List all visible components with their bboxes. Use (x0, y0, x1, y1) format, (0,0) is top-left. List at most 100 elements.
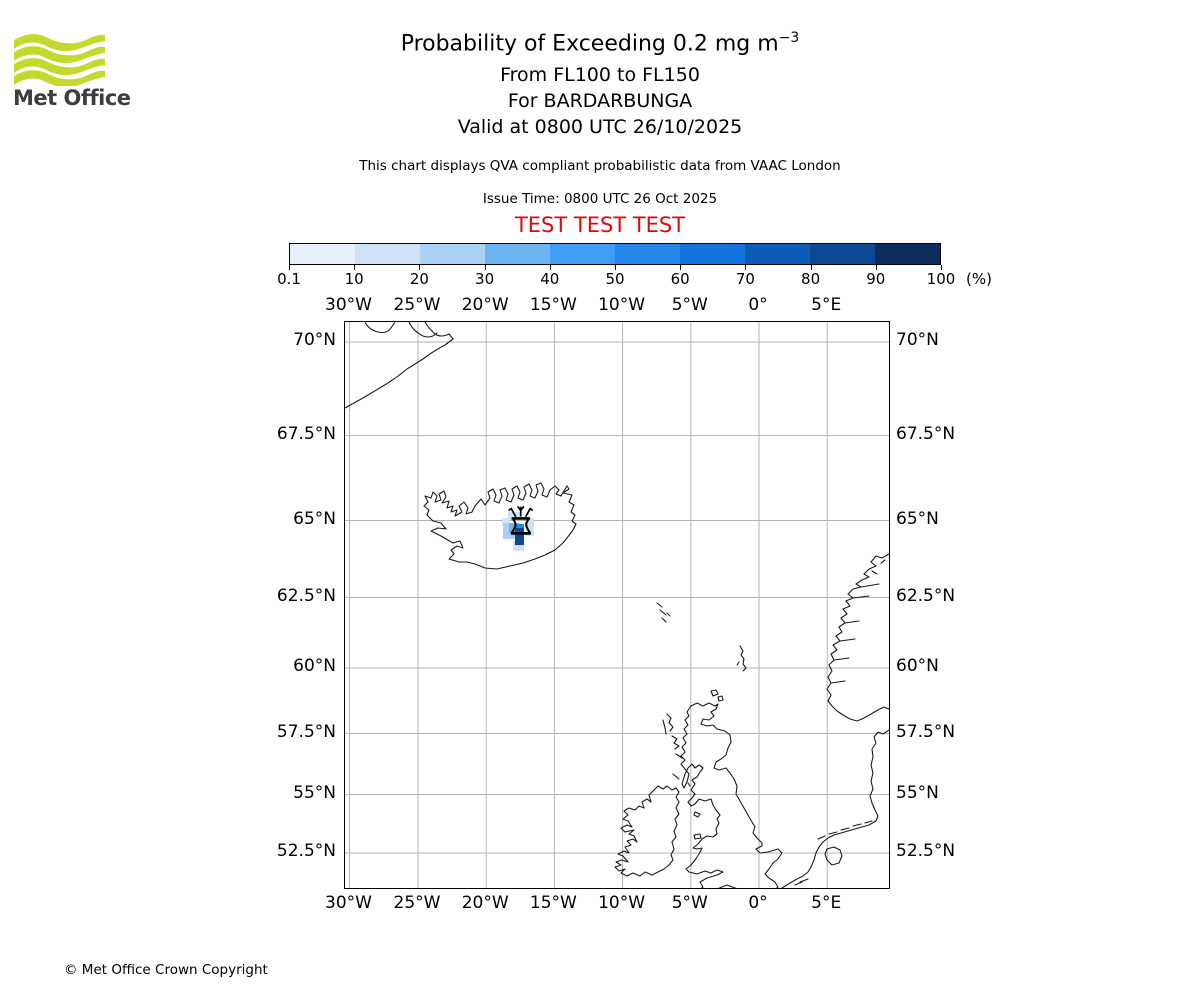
colorbar-segment-6 (680, 244, 745, 264)
lat-label-right: 70°N (896, 330, 939, 350)
lon-label-top: 25°W (393, 295, 441, 315)
colorbar-tick-label: 30 (475, 270, 495, 288)
coastline-greenland-fjords (364, 322, 438, 338)
colorbar-segment-9 (875, 244, 940, 264)
coastline-ijsselmeer (824, 846, 843, 866)
coastline-wadden-islands (794, 820, 873, 886)
lat-label-right: 52.5°N (896, 841, 956, 861)
lat-label-right: 57.5°N (896, 721, 956, 742)
test-banner: TEST TEST TEST (514, 213, 686, 237)
graticule (345, 322, 889, 888)
colorbar-segment-1 (355, 244, 420, 264)
colorbar-segment-3 (485, 244, 550, 264)
map-canvas (345, 322, 889, 888)
coastlines (345, 322, 889, 888)
colorbar-tickmark (484, 265, 486, 270)
colorbar-segment-0 (290, 244, 355, 264)
colorbar-segment-5 (615, 244, 680, 264)
lat-label-left: 52.5°N (276, 841, 336, 861)
lon-label-bottom: 25°W (393, 893, 441, 913)
colorbar-segment-8 (810, 244, 875, 264)
coastline-ireland (614, 785, 680, 877)
volcano-icon (508, 505, 534, 535)
plume-cell (526, 518, 534, 536)
colorbar-tick-label: 70 (735, 270, 755, 288)
coastline-hebrides (662, 713, 691, 787)
colorbar-tick-label: 40 (540, 270, 560, 288)
coastline-isle-of-man (693, 811, 701, 818)
lon-label-bottom: 20°W (461, 893, 509, 913)
lon-label-top: 20°W (461, 295, 509, 315)
colorbar-tick-label: 20 (409, 270, 429, 288)
issue-time: Issue Time: 0800 UTC 26 Oct 2025 (482, 191, 718, 207)
colorbar-tickmark (354, 265, 356, 270)
colorbar-tickmark (745, 265, 747, 270)
plume-cell (515, 528, 524, 545)
colorbar-tickmark (810, 265, 812, 270)
met-office-logo (14, 34, 105, 86)
lat-label-right: 55°N (896, 782, 939, 803)
colorbar-tickmark (941, 265, 942, 270)
lon-label-top: 10°W (598, 295, 646, 315)
colorbar-tickmark (875, 265, 877, 270)
lat-label-left: 55°N (293, 782, 336, 803)
lat-label-right: 62.5°N (896, 585, 956, 606)
lat-label-left: 57.5°N (276, 721, 336, 742)
colorbar-segment-7 (745, 244, 810, 264)
lon-label-bottom: 30°W (325, 893, 372, 913)
flight-level-subtitle: From FL100 to FL150 (500, 64, 700, 86)
plume-cell (502, 518, 510, 526)
colorbar-tickmark (680, 265, 682, 270)
colorbar-tickmark (289, 265, 290, 270)
coastline-faroes (656, 602, 671, 623)
plume-cell (513, 541, 524, 551)
lat-label-right: 60°N (896, 656, 939, 676)
lon-label-bottom: 15°W (529, 893, 577, 913)
lat-label-left: 62.5°N (276, 585, 336, 606)
lat-label-right: 65°N (896, 508, 939, 529)
qva-compliance-note: This chart displays QVA compliant probab… (359, 158, 841, 174)
lon-label-bottom: 5°W (671, 893, 708, 913)
volcano-subtitle: For BARDARBUNGA (507, 90, 693, 112)
colorbar-tick-label: 90 (866, 270, 886, 288)
colorbar-tick-label: 80 (801, 270, 821, 288)
lat-label-left: 67.5°N (276, 423, 336, 444)
lon-label-bottom: 0° (748, 893, 768, 913)
lon-label-bottom: 5°E (811, 893, 842, 913)
lon-label-top: 15°W (529, 295, 577, 315)
title-superscript: −3 (778, 30, 800, 46)
colorbar-segment-4 (550, 244, 615, 264)
lon-label-top: 5°E (811, 295, 842, 315)
plume-cell (508, 512, 520, 520)
probability-colorbar (289, 243, 941, 265)
colorbar-unit: (%) (966, 270, 992, 288)
logo-waves (14, 34, 105, 86)
lon-label-top: 30°W (325, 295, 372, 315)
coastline-orkney (710, 689, 724, 702)
copyright-notice: © Met Office Crown Copyright (64, 962, 268, 978)
colorbar-tick-label: 10 (344, 270, 364, 288)
colorbar-tick-label: 0.1 (277, 270, 301, 288)
colorbar-tickmark (419, 265, 421, 270)
lat-label-left: 70°N (293, 330, 336, 350)
page-title: Probability of Exceeding 0.2 mg m−3 (400, 30, 800, 57)
valid-time-subtitle: Valid at 0800 UTC 26/10/2025 (457, 116, 743, 138)
colorbar-tick-label: 60 (670, 270, 690, 288)
coastline-great-britain (680, 702, 783, 888)
colorbar-tick-label: 50 (605, 270, 625, 288)
coastline-anglesey (693, 833, 702, 840)
colorbar-tickmark (549, 265, 551, 270)
lon-label-top: 5°W (671, 295, 708, 315)
coastline-denmark-germany-netherlands (781, 729, 889, 888)
coastline-shetland (736, 645, 747, 672)
coastline-norway-fjords (830, 559, 886, 684)
lon-label-top: 0° (748, 295, 768, 315)
lat-label-left: 60°N (293, 656, 336, 676)
colorbar-segment-2 (420, 244, 485, 264)
map-panel (344, 321, 890, 889)
coastline-greenland (345, 322, 454, 409)
lat-label-left: 65°N (293, 508, 336, 529)
coastline-iceland (423, 482, 577, 570)
colorbar-tick-label: 100 (926, 270, 956, 288)
colorbar-tickmark (615, 265, 616, 270)
